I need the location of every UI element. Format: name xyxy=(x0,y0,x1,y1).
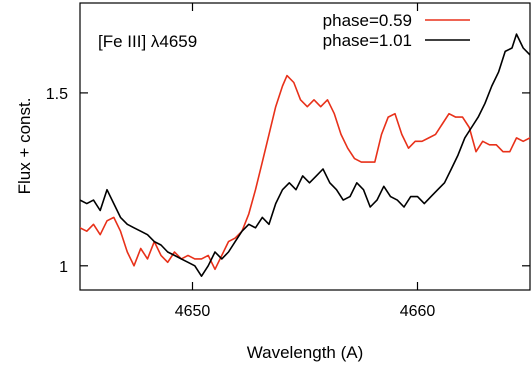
y-axis-label: Flux + const. xyxy=(15,98,34,195)
tick-labels: 4650 4660 1 1.5 xyxy=(46,86,436,320)
x-axis-label: Wavelength (A) xyxy=(247,343,364,362)
x-tick-label: 4660 xyxy=(400,303,436,320)
series-line-phase-1-01 xyxy=(80,33,530,278)
legend-label: phase=0.59 xyxy=(323,11,412,30)
series-line-phase-0-59 xyxy=(80,74,530,271)
line-annotation: [Fe III] λ4659 xyxy=(98,32,197,51)
series-layer xyxy=(80,33,530,278)
plot-frame xyxy=(79,2,531,291)
y-tick-label: 1 xyxy=(59,259,68,276)
axis-ticks xyxy=(80,3,530,290)
x-tick-label: 4650 xyxy=(175,303,211,320)
legend-label: phase=1.01 xyxy=(323,31,412,50)
y-tick-label: 1.5 xyxy=(46,86,68,103)
